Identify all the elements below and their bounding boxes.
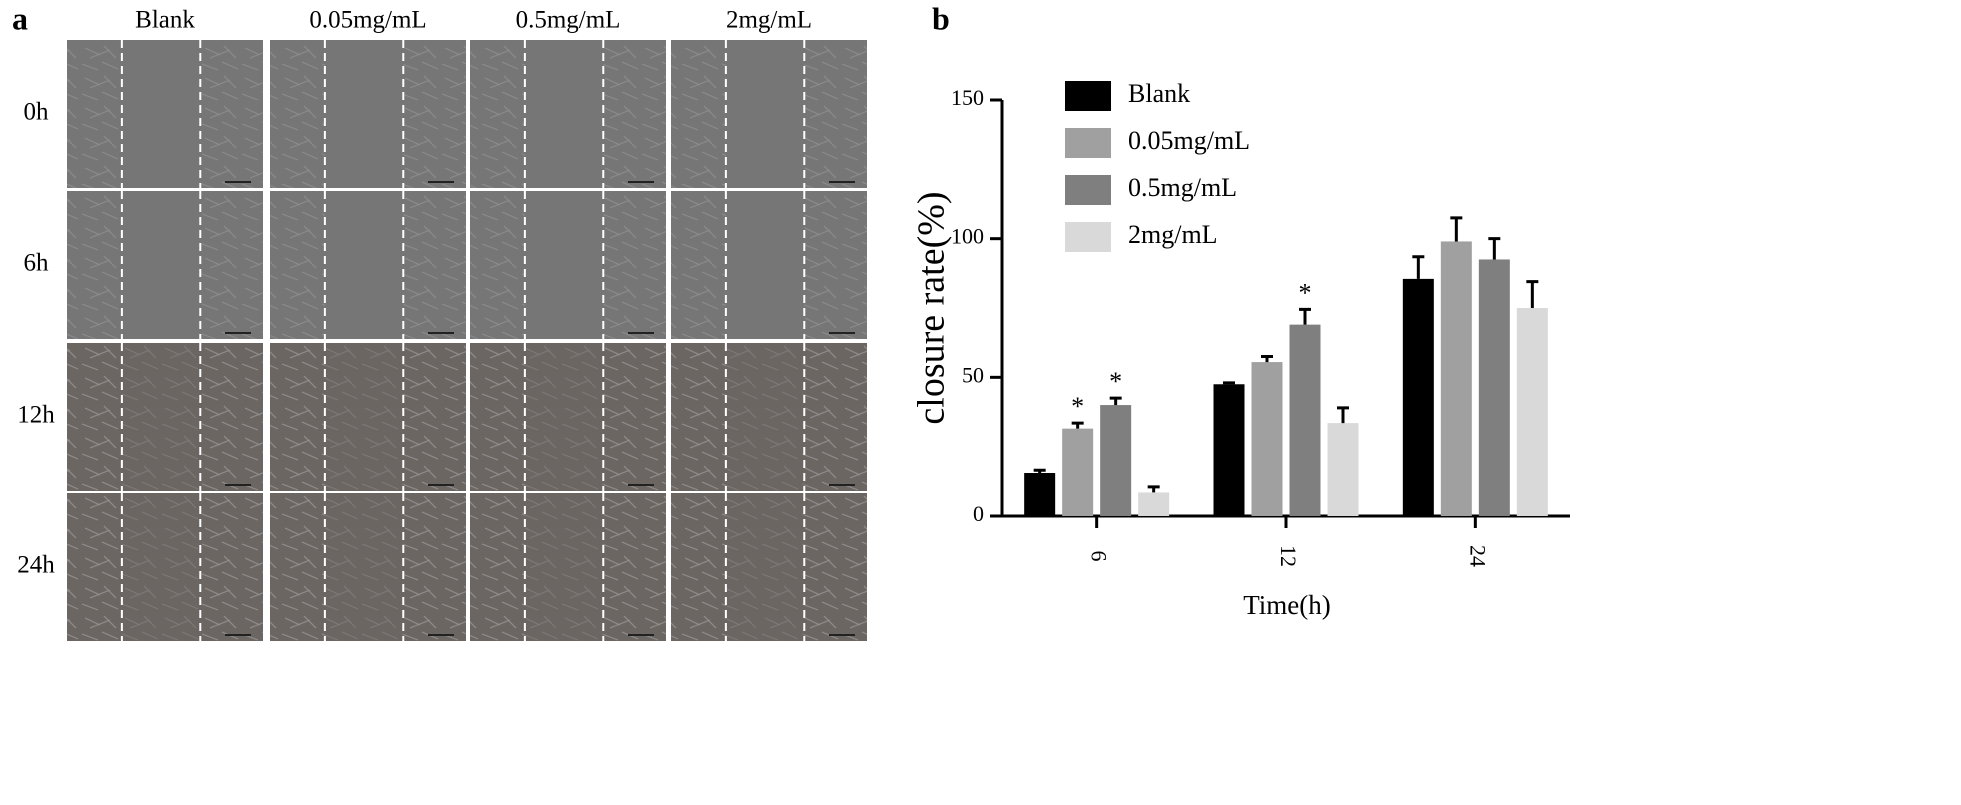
legend-swatch: [1065, 175, 1111, 205]
cell-texture: [671, 493, 867, 641]
cell-texture: [270, 40, 325, 188]
error-bar: [1450, 216, 1463, 242]
bar: [1100, 405, 1132, 516]
bar: [1516, 308, 1548, 516]
cell-texture: [67, 191, 122, 339]
cell-texture: [67, 40, 122, 188]
legend-swatch: [1065, 81, 1111, 111]
bar: [1138, 492, 1170, 516]
error-bar: [1488, 237, 1501, 260]
cell-texture: [470, 40, 525, 188]
cell-texture: [67, 493, 263, 641]
cell-texture: [603, 40, 666, 188]
error-bar: [1147, 485, 1160, 493]
error-bar: [1033, 468, 1046, 474]
cell-texture: [470, 493, 666, 641]
error-bar: [1223, 381, 1235, 385]
error-bar: [1526, 280, 1539, 308]
cell-texture: [270, 493, 466, 641]
bar: [1024, 473, 1056, 516]
bar: [1478, 259, 1510, 516]
x-axis-title: Time(h): [1243, 590, 1331, 620]
cell-texture: [470, 343, 666, 491]
legend-label: 0.5mg/mL: [1128, 173, 1237, 202]
cell-texture: [804, 40, 867, 188]
bar: [1440, 241, 1472, 516]
cell-texture: [804, 191, 867, 339]
legend-label: 2mg/mL: [1128, 220, 1218, 249]
bar-chart: 0 50 100 150 closure rate(%) Time(h) 6 * * 12 * 24 B…: [911, 79, 1570, 620]
cell-texture: [270, 191, 325, 339]
column-label: Blank: [135, 7, 195, 34]
cell-texture: [671, 343, 867, 491]
bar: [1251, 362, 1283, 516]
image-grid: Blank 0.05mg/mL 0.5mg/mL 2mg/mL 0h 6h 12h 24h: [17, 7, 867, 641]
cell-texture: [200, 40, 263, 188]
cell-texture: [671, 191, 726, 339]
cell-texture: [200, 191, 263, 339]
bar: [1062, 428, 1094, 516]
legend-label: 0.05mg/mL: [1128, 126, 1250, 155]
row-label: 12h: [17, 402, 55, 429]
error-bar: [1299, 307, 1311, 325]
x-tick-label: 6: [1087, 551, 1112, 562]
bar: [1289, 324, 1321, 516]
y-axis-title: closure rate(%): [911, 191, 953, 424]
row-label: 24h: [17, 552, 55, 579]
x-tick-label: 12: [1276, 545, 1301, 567]
cell-texture: [67, 343, 263, 491]
error-bar: [1071, 421, 1084, 429]
legend-label: Blank: [1128, 79, 1190, 108]
column-label: 0.5mg/mL: [516, 7, 621, 34]
significance-marker: *: [1071, 392, 1084, 421]
cell-texture: [671, 40, 726, 188]
error-bar: [1412, 255, 1425, 279]
cell-texture: [403, 40, 466, 188]
row-label: 0h: [24, 99, 50, 126]
y-tick-label: 50: [962, 362, 984, 387]
legend-swatch: [1065, 222, 1111, 252]
column-label: 0.05mg/mL: [309, 7, 426, 34]
error-bar: [1109, 396, 1122, 406]
bar: [1402, 278, 1434, 516]
error-bar: [1337, 406, 1349, 424]
bar: [1327, 423, 1359, 516]
y-tick-label: 100: [951, 224, 984, 249]
panel-label: a: [12, 0, 28, 36]
row-label: 6h: [24, 250, 50, 277]
cell-texture: [403, 191, 466, 339]
cell-texture: [270, 343, 466, 491]
panel-label: b: [932, 0, 950, 36]
significance-marker: *: [1299, 278, 1312, 307]
cell-texture: [603, 191, 666, 339]
error-bar: [1261, 355, 1273, 363]
column-label: 2mg/mL: [726, 7, 812, 34]
bar: [1213, 384, 1245, 516]
y-tick-label: 150: [951, 85, 984, 110]
x-tick-label: 24: [1465, 545, 1490, 567]
legend-swatch: [1065, 128, 1111, 158]
cell-texture: [470, 191, 525, 339]
significance-marker: *: [1109, 367, 1122, 396]
y-tick-label: 0: [973, 501, 984, 526]
